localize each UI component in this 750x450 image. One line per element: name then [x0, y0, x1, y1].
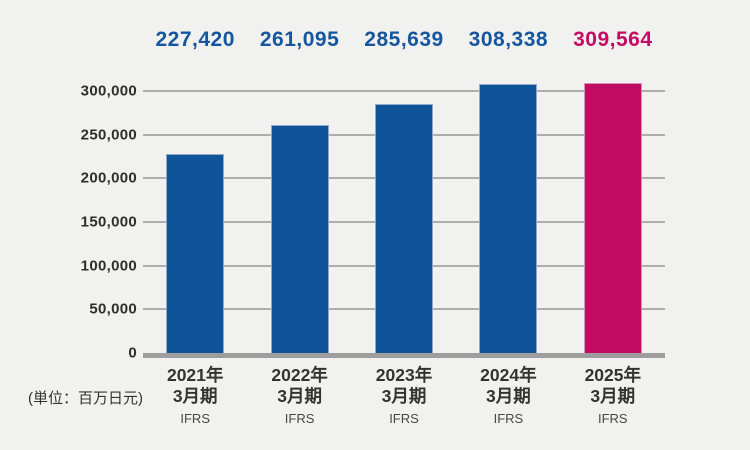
category-standard: IFRS	[180, 411, 210, 426]
bar-value-label: 227,420	[155, 28, 235, 51]
bar	[166, 154, 225, 354]
bar-value-label: 309,564	[573, 28, 653, 51]
bar-value-label: 285,639	[364, 28, 444, 51]
gridline-300000	[143, 90, 665, 92]
category-year: 2023年	[375, 365, 433, 385]
category-year: 2024年	[480, 365, 537, 385]
x-category-label: 2023年 3月期 IFRS	[339, 365, 469, 426]
y-tick-label: 0	[128, 344, 137, 362]
bar	[479, 83, 538, 354]
bar-value-label: 261,095	[259, 28, 340, 51]
category-period: 3月期	[381, 386, 427, 406]
x-category-label: 2021年 3月期 IFRS	[130, 365, 260, 426]
category-year: 2025年	[584, 365, 642, 385]
category-standard: IFRS	[597, 411, 628, 426]
category-period: 3月期	[277, 386, 322, 406]
y-tick-label: 150,000	[80, 213, 137, 231]
y-tick-label: 100,000	[80, 257, 137, 275]
category-period: 3月期	[590, 386, 636, 406]
y-tick-label: 200,000	[80, 169, 137, 187]
category-period: 3月期	[486, 386, 531, 406]
category-year: 2021年	[166, 365, 224, 385]
y-tick-label: 250,000	[80, 126, 137, 144]
y-tick-label: 300,000	[80, 82, 137, 100]
category-standard: IFRS	[389, 411, 419, 426]
x-category-label: 2025年 3月期 IFRS	[548, 365, 678, 426]
bar	[375, 103, 433, 354]
x-category-label: 2022年 3月期 IFRS	[235, 365, 365, 426]
bar	[270, 124, 329, 354]
category-period: 3月期	[172, 386, 218, 406]
unit-label: (単位：百万日元)	[28, 390, 143, 407]
category-standard: IFRS	[284, 411, 315, 426]
x-category-label: 2024年 3月期 IFRS	[443, 365, 573, 426]
y-tick-label: 50,000	[89, 300, 137, 318]
category-year: 2022年	[271, 365, 328, 385]
bar-value-label: 308,338	[468, 28, 549, 51]
bar-highlighted	[583, 82, 642, 354]
category-standard: IFRS	[493, 411, 524, 426]
x-axis-line	[143, 353, 665, 358]
